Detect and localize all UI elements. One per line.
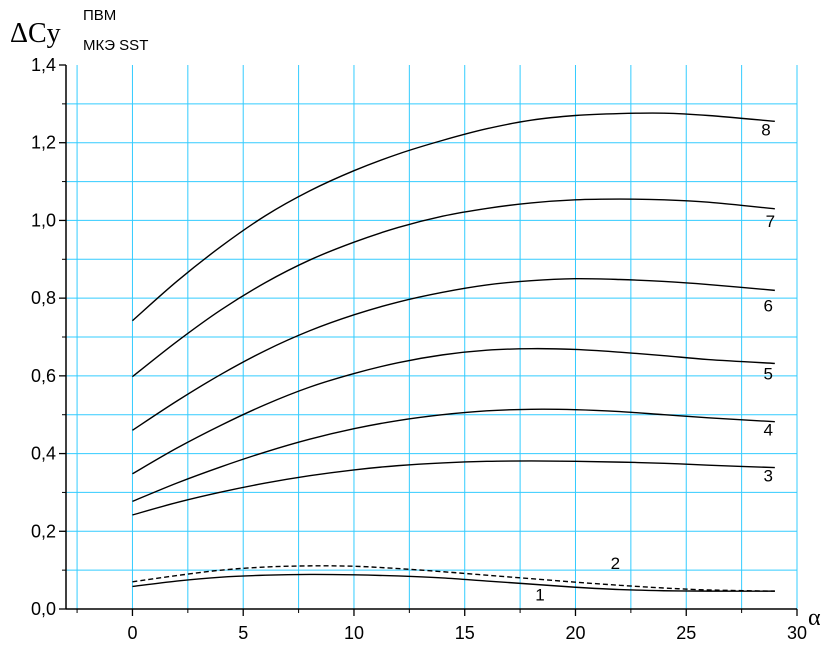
curve-label-3: 3 <box>763 467 772 486</box>
x-tick-label: 25 <box>676 623 696 643</box>
curve-label-6: 6 <box>763 297 772 316</box>
grid <box>66 65 798 609</box>
y-tick-label: 0,4 <box>31 444 56 464</box>
curve-label-7: 7 <box>766 212 775 231</box>
x-tick-label: 0 <box>127 623 137 643</box>
curve-labels: 1 2 3 4 5 6 7 8 <box>535 121 775 605</box>
y-tick-label: 1,4 <box>31 55 56 75</box>
series-line-1 <box>132 573 775 592</box>
curve-label-1: 1 <box>535 585 544 604</box>
curve-label-8: 8 <box>761 121 770 140</box>
series-line-6 <box>132 277 775 431</box>
x-axis-title: α <box>808 605 821 631</box>
y-axis-title-superscript: ПВМ <box>83 7 116 24</box>
y-tick-label: 1,2 <box>31 133 56 153</box>
x-tick-label: 5 <box>238 623 248 643</box>
y-tick-label: 0,0 <box>31 599 56 619</box>
series-line-4 <box>132 408 775 503</box>
series-line-7 <box>132 198 775 378</box>
series-line-8 <box>131 112 775 322</box>
curve-label-5: 5 <box>763 365 772 384</box>
x-tick-label: 30 <box>787 623 807 643</box>
y-tick-label: 0,2 <box>31 521 56 541</box>
y-tick-label: 0,6 <box>31 366 56 386</box>
y-axis-title-subscript: МКЭ SST <box>83 37 148 54</box>
curve-label-2: 2 <box>611 554 620 573</box>
x-tick-label: 20 <box>565 623 585 643</box>
series-line-5 <box>132 347 775 475</box>
y-tick-label: 0,8 <box>31 288 56 308</box>
series-line-3 <box>132 460 775 516</box>
x-tick-label: 10 <box>344 623 364 643</box>
x-tick-label: 15 <box>455 623 475 643</box>
curve-label-4: 4 <box>763 421 772 440</box>
y-tick-label: 1,0 <box>31 210 56 230</box>
series-line-2 <box>132 565 775 592</box>
series-group <box>131 112 775 592</box>
y-axis-title: ΔCy <box>10 18 61 49</box>
ticks: 0 5 10 15 20 25 300,00,20,40,60,81,01,21,4 <box>31 55 807 643</box>
